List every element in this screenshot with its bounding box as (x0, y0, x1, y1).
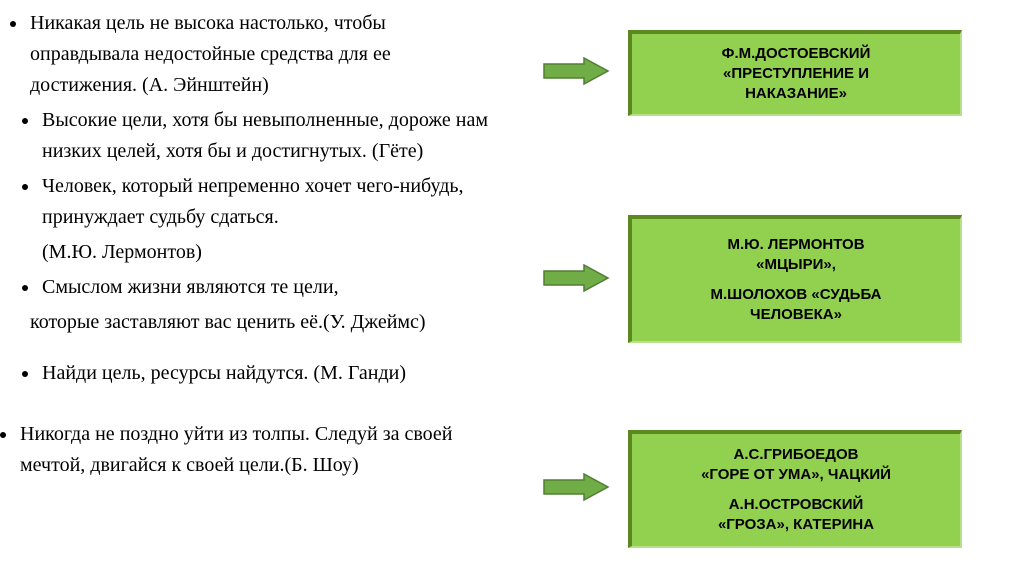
quote-text: Человек, который непременно хочет чего-н… (42, 171, 500, 233)
box-line: А.Н.ОСТРОВСКИЙ (729, 495, 864, 515)
box-line: ЧЕЛОВЕКА» (750, 305, 842, 325)
quote-item: Найди цель, ресурсы найдутся. (М. Ганди) (0, 358, 500, 389)
reference-box: М.Ю. ЛЕРМОНТОВ «МЦЫРИ», М.ШОЛОХОВ «СУДЬБ… (628, 215, 962, 343)
box-line: НАКАЗАНИЕ» (745, 84, 847, 104)
box-line: А.С.ГРИБОЕДОВ (734, 445, 859, 465)
box-line: Ф.М.ДОСТОЕВСКИЙ (722, 44, 871, 64)
quote-text: Смыслом жизни являются те цели, (42, 272, 339, 303)
bullet-icon (0, 432, 6, 438)
box-line: «МЦЫРИ», (756, 255, 836, 275)
quote-text: Найди цель, ресурсы найдутся. (М. Ганди) (42, 358, 406, 389)
box-line: «ГРОЗА», КАТЕРИНА (718, 515, 874, 535)
bullet-icon (22, 285, 28, 291)
box-line: М.Ю. ЛЕРМОНТОВ (727, 235, 864, 255)
reference-box: Ф.М.ДОСТОЕВСКИЙ «ПРЕСТУПЛЕНИЕ И НАКАЗАНИ… (628, 30, 962, 116)
quote-text: Никогда не поздно уйти из толпы. Следуй … (20, 419, 500, 481)
quote-subline: которые заставляют вас ценить её.(У. Дже… (0, 307, 500, 338)
quote-item: Никакая цель не высока настолько, чтобы … (0, 8, 500, 101)
bullet-icon (10, 21, 16, 27)
box-line: «ГОРЕ ОТ УМА», ЧАЦКИЙ (701, 465, 891, 485)
quote-text: Никакая цель не высока настолько, чтобы … (30, 8, 500, 101)
quote-subline: (М.Ю. Лермонтов) (0, 237, 500, 268)
quote-item: Человек, который непременно хочет чего-н… (0, 171, 500, 233)
box-line: М.ШОЛОХОВ «СУДЬБА (711, 285, 882, 305)
arrow-icon (542, 56, 610, 86)
quote-text: Высокие цели, хотя бы невыполненные, дор… (42, 105, 500, 167)
quote-item: Никогда не поздно уйти из толпы. Следуй … (0, 419, 500, 481)
arrow-icon (542, 263, 610, 293)
bullet-icon (22, 371, 28, 377)
box-line: «ПРЕСТУПЛЕНИЕ И (723, 64, 869, 84)
reference-box: А.С.ГРИБОЕДОВ «ГОРЕ ОТ УМА», ЧАЦКИЙ А.Н.… (628, 430, 962, 548)
quote-item: Высокие цели, хотя бы невыполненные, дор… (0, 105, 500, 167)
arrow-icon (542, 472, 610, 502)
quote-item: Смыслом жизни являются те цели, (0, 272, 500, 303)
bullet-icon (22, 184, 28, 190)
bullet-icon (22, 118, 28, 124)
quotes-column: Никакая цель не высока настолько, чтобы … (0, 8, 500, 485)
